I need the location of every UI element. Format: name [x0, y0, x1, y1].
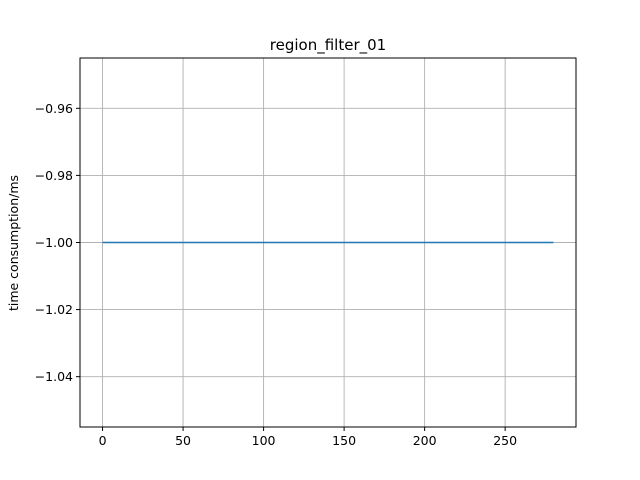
- y-tick-label: −0.98: [35, 168, 73, 183]
- x-tick-label: 250: [493, 433, 517, 448]
- y-tick-label: −1.04: [35, 369, 73, 384]
- y-axis-label: time consumption/ms: [6, 175, 21, 311]
- x-tick-label: 0: [99, 433, 107, 448]
- y-tick-label: −1.02: [35, 302, 73, 317]
- y-tick-label: −0.96: [35, 101, 73, 116]
- x-tick-label: 200: [413, 433, 437, 448]
- y-tick-label: −1.00: [35, 235, 73, 250]
- chart-title: region_filter_01: [270, 36, 386, 55]
- x-tick-label: 150: [332, 433, 356, 448]
- x-tick-label: 50: [175, 433, 191, 448]
- ticks-layer: 0 50 100 150 200 250 −0.96 −0.98 −1.00 −1.02 −1.04: [35, 101, 517, 448]
- x-tick-label: 100: [252, 433, 276, 448]
